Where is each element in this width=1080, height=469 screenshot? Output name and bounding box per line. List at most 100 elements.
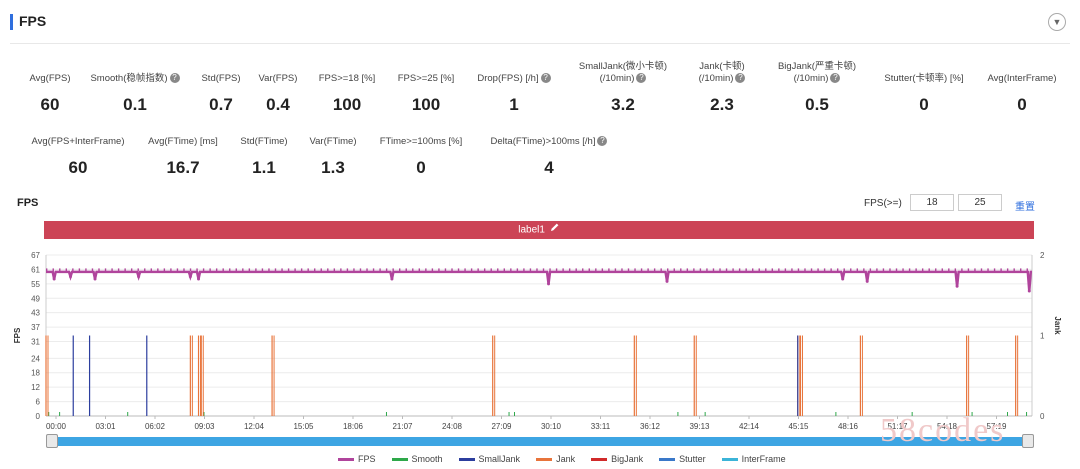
- x-tick-label: 33:11: [591, 422, 611, 431]
- fps-frame-marker: [562, 268, 563, 271]
- fps-frame-marker: [275, 268, 276, 271]
- x-tick-label: 42:14: [739, 422, 760, 431]
- y-tick-label: 55: [31, 280, 40, 289]
- question-circle-icon[interactable]: ?: [636, 73, 646, 83]
- fps-frame-marker: [817, 268, 818, 271]
- fps-frame-marker: [569, 268, 570, 271]
- slider-handle-left[interactable]: [46, 434, 58, 448]
- fps-frame-marker: [922, 268, 923, 271]
- fps-frame-marker: [294, 268, 295, 271]
- x-tick-label: 09:03: [194, 422, 215, 431]
- fps-frame-marker: [445, 268, 446, 271]
- fps-frame-marker: [177, 268, 178, 271]
- x-tick-label: 39:13: [689, 422, 710, 431]
- legend-item-fps[interactable]: FPS: [338, 454, 376, 464]
- legend-item-stutter[interactable]: Stutter: [659, 454, 706, 464]
- pencil-icon[interactable]: [550, 221, 560, 239]
- fps-frame-marker: [863, 268, 864, 271]
- label-band[interactable]: label1: [44, 221, 1034, 239]
- y-tick-label: 12: [31, 383, 40, 392]
- fps-frame-marker: [543, 268, 544, 271]
- fps-dip-point: [1028, 290, 1031, 293]
- reset-button[interactable]: 重置: [1015, 198, 1035, 213]
- fps-frame-marker: [955, 268, 956, 271]
- chart-legend: FPS Smooth SmallJank Jank BigJank Stutter Inte…: [338, 454, 786, 464]
- fps-frame-marker: [968, 268, 969, 271]
- question-circle-icon[interactable]: ?: [830, 73, 840, 83]
- fps-frame-marker: [759, 268, 760, 271]
- fps-frame-marker: [837, 268, 838, 271]
- y-tick-label: 0: [36, 412, 41, 421]
- section-header: FPS ▼: [10, 10, 1070, 44]
- fps-frame-marker: [59, 268, 60, 271]
- fps-frame-marker: [222, 268, 223, 271]
- legend-label: SmallJank: [479, 454, 521, 464]
- fps-frame-marker: [621, 268, 622, 271]
- legend-item-interframe[interactable]: InterFrame: [722, 454, 786, 464]
- fps-frame-marker: [778, 268, 779, 271]
- fps-dip-point: [94, 278, 97, 281]
- watermark: 58codes: [880, 412, 1005, 450]
- legend-label: BigJank: [611, 454, 643, 464]
- fps-frame-marker: [1020, 268, 1021, 271]
- fps-frame-marker: [713, 268, 714, 271]
- legend-item-smalljank[interactable]: SmallJank: [459, 454, 521, 464]
- chevron-down-icon[interactable]: ▼: [1048, 13, 1066, 31]
- fps-frame-marker: [706, 268, 707, 271]
- x-tick-label: 21:07: [392, 422, 413, 431]
- fps-frame-marker: [105, 268, 106, 271]
- fps-frame-marker: [203, 268, 204, 271]
- fps-dip-point: [547, 282, 550, 285]
- fps-frame-marker: [131, 268, 132, 271]
- legend-item-jank[interactable]: Jank: [536, 454, 575, 464]
- x-tick-label: 12:04: [244, 422, 265, 431]
- fps-frame-marker: [517, 268, 518, 271]
- legend-swatch: [459, 458, 475, 461]
- legend-item-bigjank[interactable]: BigJank: [591, 454, 643, 464]
- metric-label: FTime>=100ms [%]: [351, 136, 491, 148]
- fps-frame-marker: [700, 268, 701, 271]
- fps-frame-marker: [719, 268, 720, 271]
- fps-frame-marker: [536, 268, 537, 271]
- fps-frame-marker: [523, 268, 524, 271]
- x-tick-label: 45:15: [788, 422, 809, 431]
- fps-frame-marker: [491, 268, 492, 271]
- fps-frame-marker: [471, 268, 472, 271]
- fps-frame-marker: [798, 268, 799, 271]
- fps-frame-marker: [693, 268, 694, 271]
- question-circle-icon[interactable]: ?: [597, 136, 607, 146]
- fps-threshold-input-1[interactable]: [910, 194, 954, 211]
- fps-frame-marker: [124, 268, 125, 271]
- metric-value: 4: [479, 158, 619, 178]
- legend-label: Smooth: [412, 454, 443, 464]
- legend-item-smooth[interactable]: Smooth: [392, 454, 443, 464]
- fps-dip-point: [866, 280, 869, 283]
- fps-threshold-input-2[interactable]: [958, 194, 1002, 211]
- legend-label: Jank: [556, 454, 575, 464]
- fps-frame-marker: [399, 268, 400, 271]
- question-circle-icon[interactable]: ?: [735, 73, 745, 83]
- fps-frame-marker: [327, 268, 328, 271]
- fps-frame-marker: [209, 268, 210, 271]
- fps-frame-marker: [334, 268, 335, 271]
- fps-frame-marker: [575, 268, 576, 271]
- fps-frame-marker: [425, 268, 426, 271]
- x-tick-label: 36:12: [640, 422, 661, 431]
- fps-frame-marker: [190, 268, 191, 271]
- question-circle-icon[interactable]: ?: [541, 73, 551, 83]
- fps-frame-marker: [732, 268, 733, 271]
- fps-frame-marker: [850, 268, 851, 271]
- fps-frame-marker: [608, 268, 609, 271]
- fps-frame-marker: [183, 268, 184, 271]
- slider-handle-right[interactable]: [1022, 434, 1034, 448]
- x-tick-label: 06:02: [145, 422, 166, 431]
- fps-frame-marker: [216, 268, 217, 271]
- metric-metrics_row1-11: Avg(InterFrame) 0: [952, 73, 1080, 85]
- fps-frame-marker: [164, 268, 165, 271]
- fps-frame-marker: [151, 268, 152, 271]
- y2-tick-label: 0: [1040, 412, 1045, 421]
- fps-frame-marker: [857, 268, 858, 271]
- fps-frame-marker: [928, 268, 929, 271]
- fps-frame-marker: [811, 268, 812, 271]
